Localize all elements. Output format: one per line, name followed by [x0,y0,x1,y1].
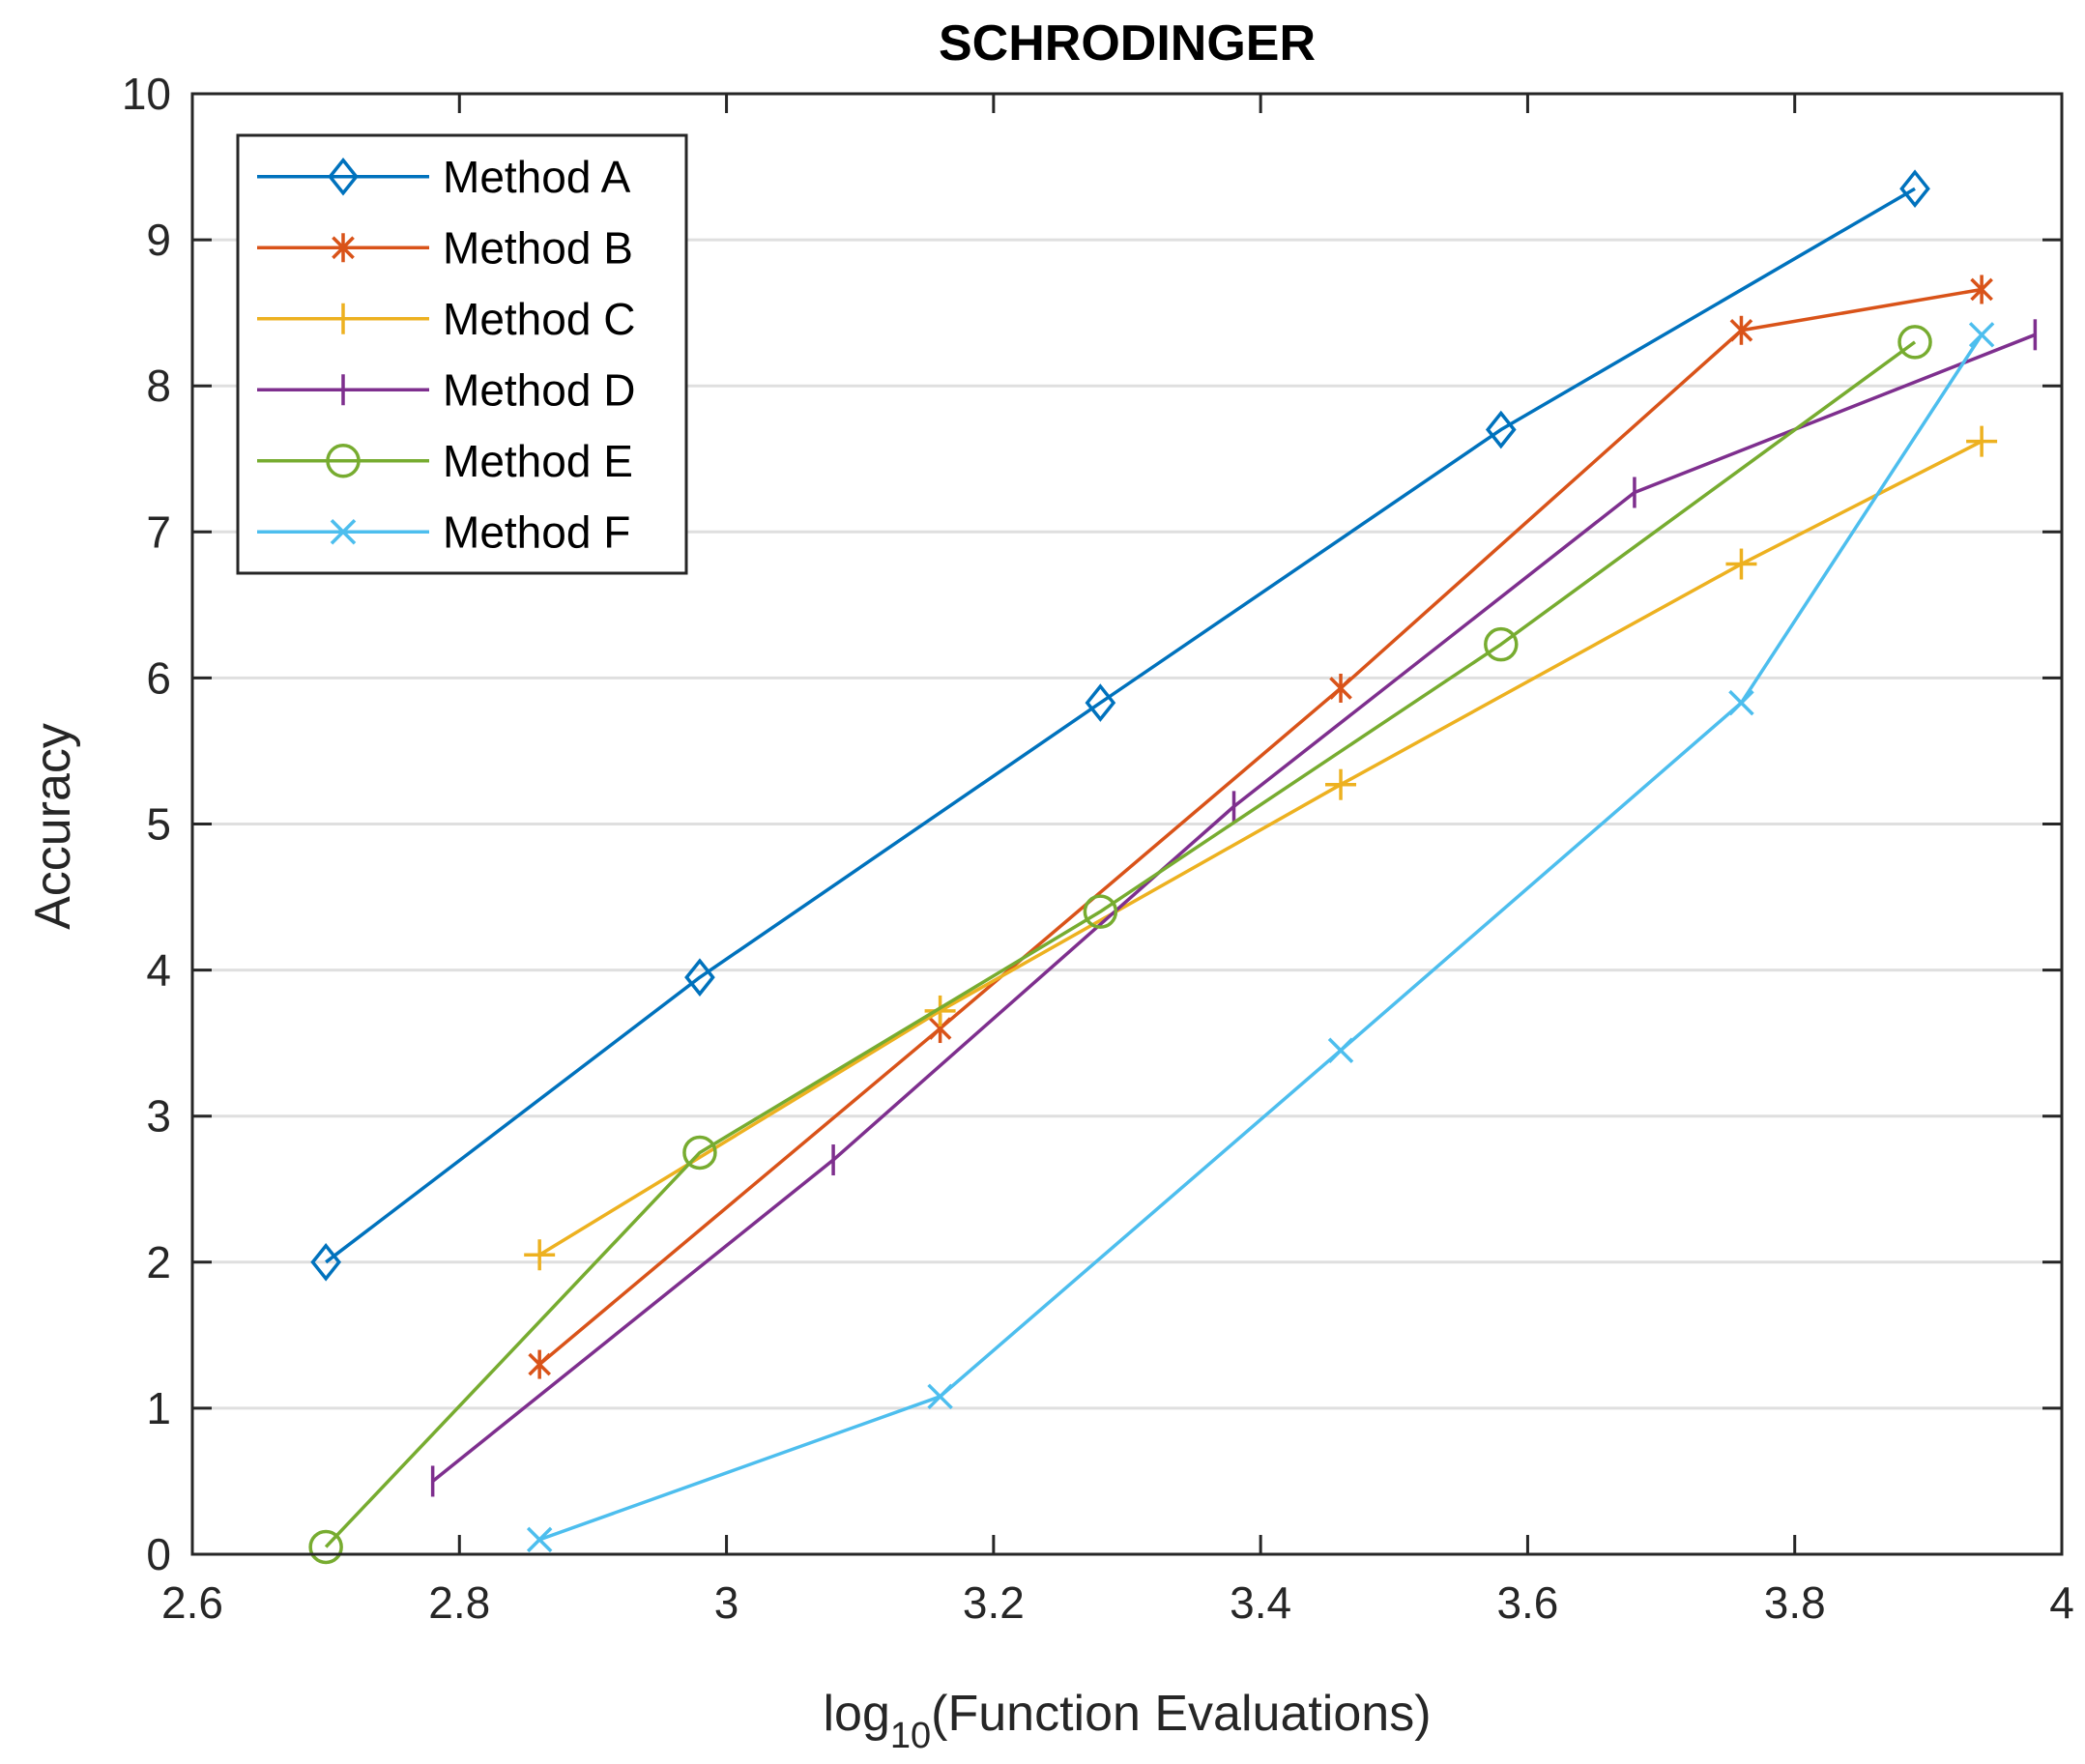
legend-label-method-e: Method E [443,436,633,486]
series-method-e [308,325,1932,1565]
point-method-b-0-b [528,1352,552,1376]
x-tick-label-1: 2.8 [428,1577,490,1628]
legend-box [236,133,688,575]
y-tick-label-2: 2 [146,1237,171,1287]
legend-label-method-a: Method A [443,152,631,202]
point-method-b-1-b [928,1017,952,1040]
series-line-method-e [324,340,1917,1548]
y-tick-label-0: 0 [146,1529,171,1579]
legend-marker-method-b-b [332,236,355,260]
y-tick-label-6: 6 [146,652,171,703]
legend-item-method-b: Method B [257,222,633,273]
legend-label-method-c: Method C [443,294,635,344]
legend-marker-method-e [326,444,361,478]
point-method-b-0 [528,1349,552,1379]
point-method-f-2-b [1327,1037,1354,1063]
x-axis-label: log10(Function Evaluations) [823,1686,1431,1756]
legend-label-method-d: Method D [443,364,635,415]
legend-marker-method-f [330,519,357,545]
point-method-a-2 [1085,683,1116,722]
point-method-f-2 [1327,1037,1354,1063]
y-tick-label-4: 4 [146,945,171,996]
point-method-c-3 [1725,548,1757,580]
legend-item-method-f: Method F [257,506,630,557]
x-tick-label-4: 3.4 [1230,1577,1291,1628]
x-tick-label-5: 3.6 [1496,1577,1558,1628]
point-method-a-1 [684,958,715,997]
point-method-c-2 [1325,768,1357,800]
legend-marker-method-b [332,233,355,263]
point-method-e-3 [1484,626,1519,662]
series-method-c [524,425,1998,1271]
point-method-f-1 [927,1383,953,1410]
point-method-b-2-b [1329,677,1352,700]
x-tick-label-0: 2.6 [161,1577,223,1628]
y-tick-label-9: 9 [146,215,171,265]
legend-marker-method-a [328,157,359,196]
legend-item-method-a: Method A [257,152,631,202]
point-method-f-3-b [1728,689,1754,716]
point-method-b-3-b [1729,318,1753,342]
legend-item-method-c: Method C [257,294,635,344]
point-method-c-4 [1966,425,1998,457]
x-axis-label-rest: (Function Evaluations) [931,1686,1431,1742]
y-tick-label-3: 3 [146,1091,171,1142]
point-method-a-0 [310,1242,341,1282]
x-axis-label-main: log [823,1686,889,1742]
x-tick-label-7: 4 [2049,1577,2074,1628]
point-method-e-4 [1897,325,1932,360]
legend: Method A Method B Method C Method D Method E… [236,133,688,575]
point-method-c-0 [524,1239,556,1271]
point-method-f-4-b [1968,322,1995,348]
series-method-a [310,169,1930,1282]
series-method-d [430,319,2038,1497]
x-tick-label-6: 3.8 [1764,1577,1826,1628]
series-line-method-a [325,187,1916,1264]
ticks: 2.6 2.8 3 3.2 3.4 3.6 3.8 4 0 1 2 3 4 5 6 7 8 9 10 [122,69,2074,1628]
legend-item-method-d: Method D [257,364,635,415]
legend-item-method-e: Method E [257,436,633,486]
point-method-f-1-b [927,1383,953,1410]
y-tick-label-1: 1 [146,1383,171,1433]
point-method-f-0-b [526,1526,553,1553]
legend-marker-method-c [328,303,359,334]
point-method-e-0 [308,1529,343,1565]
y-tick-label-5: 5 [146,799,171,850]
series-method-b [528,275,1993,1379]
series-method-f [526,322,1995,1553]
chart-title: SCHRODINGER [939,15,1316,72]
x-axis-label-subscript: 10 [890,1716,931,1756]
point-method-e-1 [682,1135,717,1171]
point-method-b-4-b [1970,277,1993,302]
point-method-c-1 [924,995,956,1027]
legend-label-method-f: Method F [443,506,630,557]
series-group [308,169,2038,1565]
point-method-a-4 [1899,169,1930,209]
point-method-b-3 [1729,315,1753,345]
point-method-b-4 [1970,275,1993,304]
legend-label-method-b: Method B [443,222,633,273]
x-tick-label-2: 3 [714,1577,739,1628]
x-tick-label-3: 3.2 [963,1577,1025,1628]
legend-marker-method-f-b [330,519,357,545]
point-method-b-2 [1329,673,1352,703]
point-method-f-4 [1968,322,1995,348]
point-method-f-3 [1728,689,1754,716]
point-method-a-3 [1485,410,1517,449]
y-tick-label-8: 8 [146,361,171,411]
point-method-e-2 [1083,894,1118,929]
y-tick-label-10: 10 [122,69,171,119]
y-axis-label: Accuracy [25,723,81,930]
point-method-f-0 [526,1526,553,1553]
y-tick-label-7: 7 [146,506,171,557]
